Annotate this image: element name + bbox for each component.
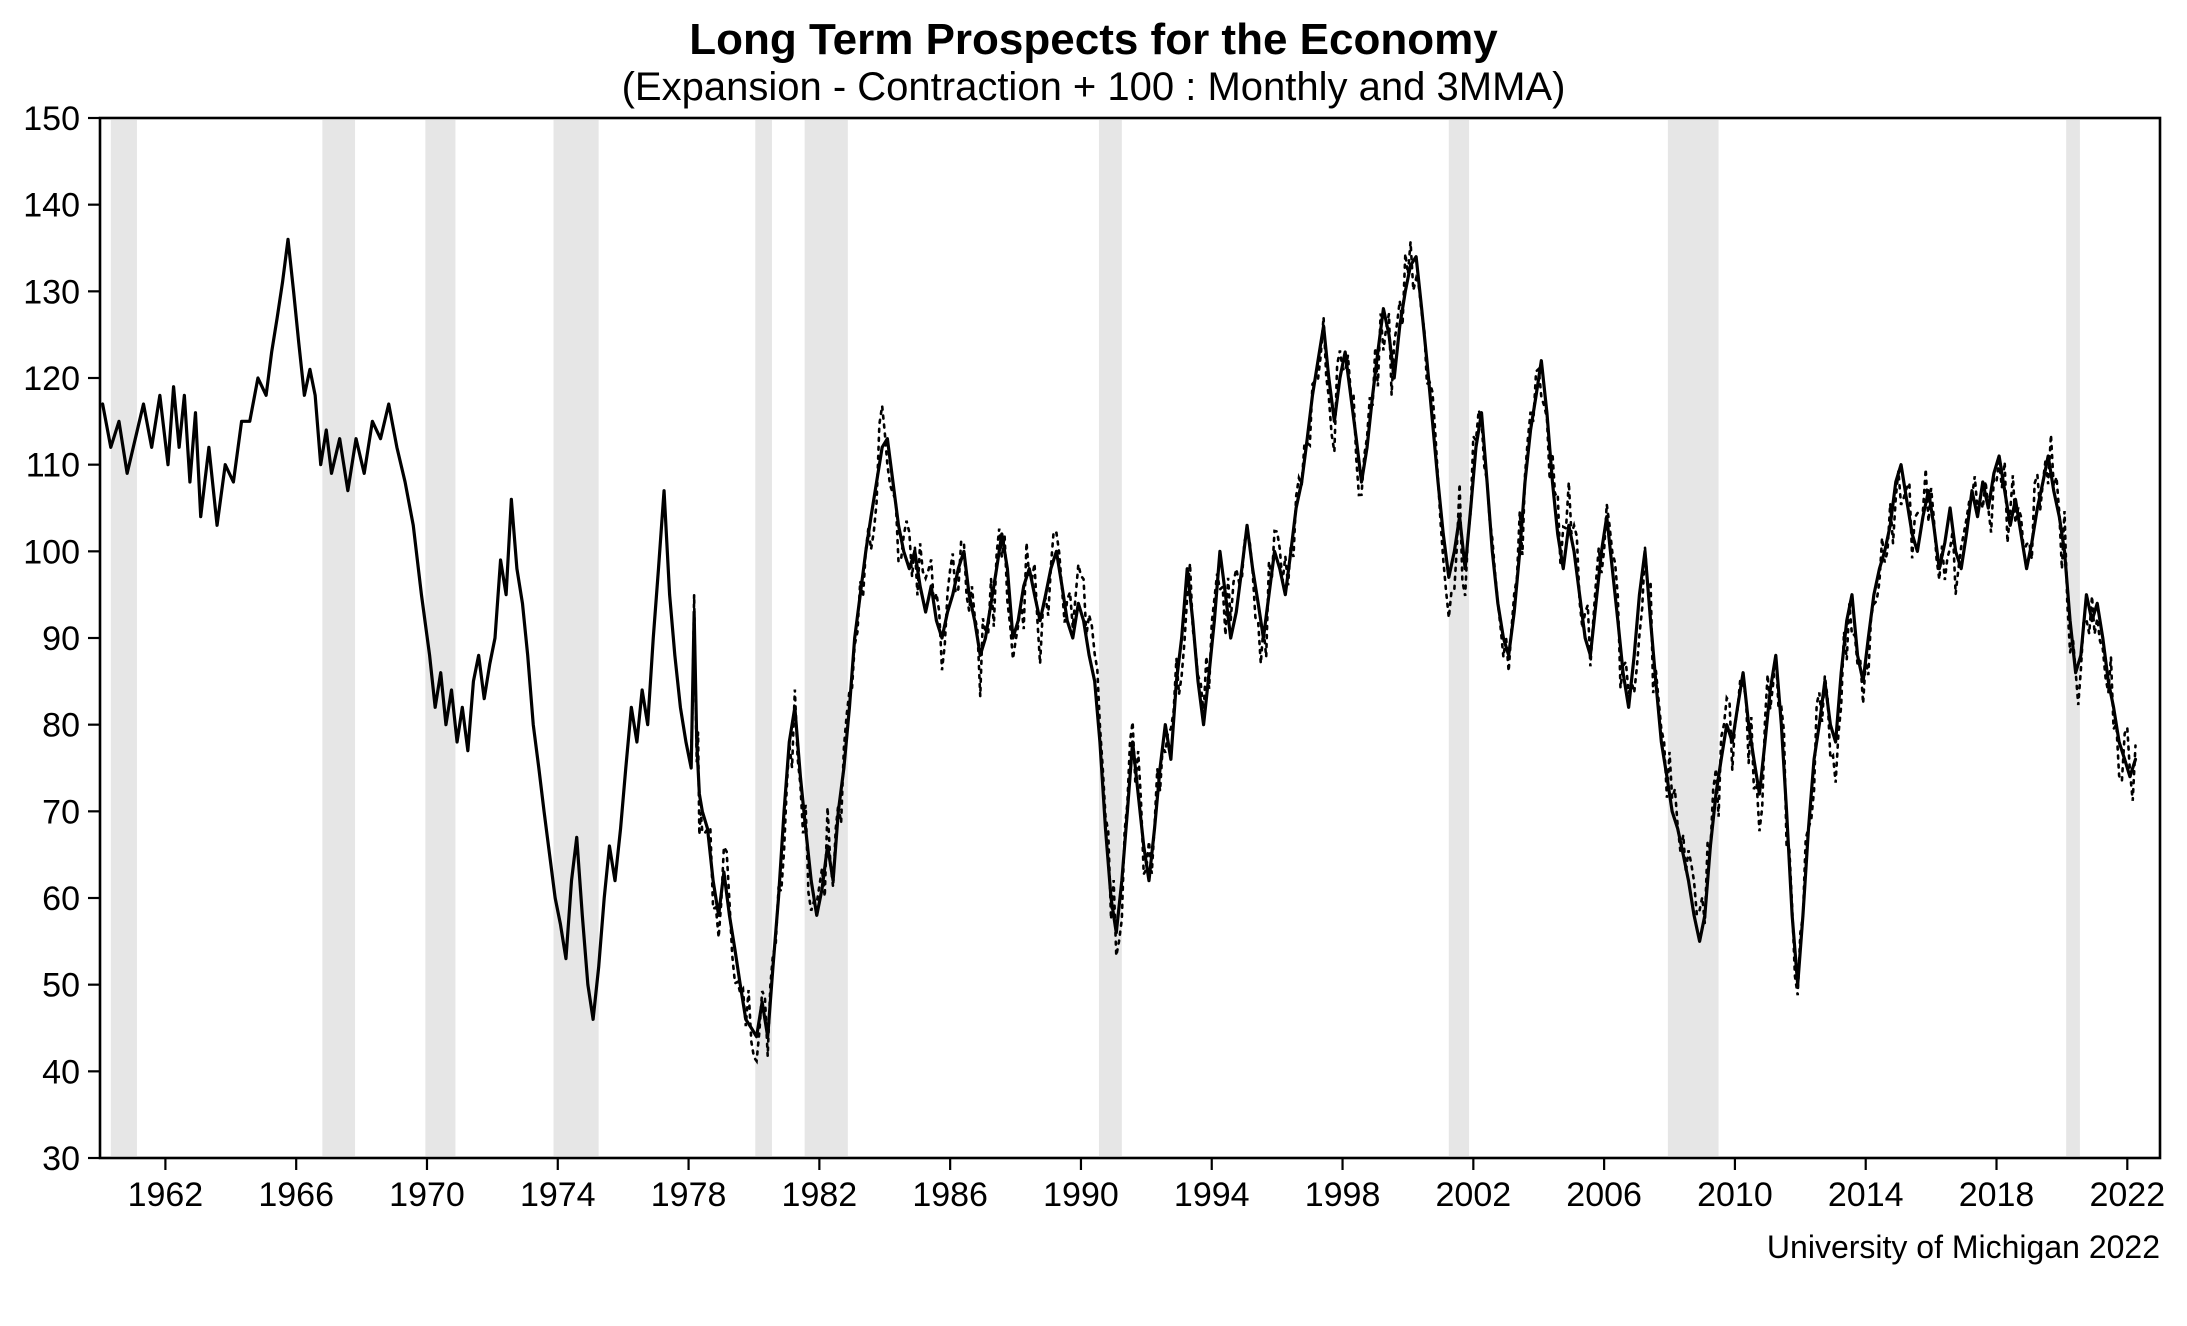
y-tick-label: 60 xyxy=(42,880,80,918)
y-tick-label: 30 xyxy=(42,1140,80,1178)
recession-band xyxy=(322,120,355,1156)
recession-band xyxy=(1668,120,1719,1156)
recession-band xyxy=(1099,120,1122,1156)
chart-svg: Long Term Prospects for the Economy(Expa… xyxy=(0,0,2187,1326)
recession-band xyxy=(805,120,848,1156)
chart-footer: University of Michigan 2022 xyxy=(1767,1229,2160,1265)
x-tick-label: 1990 xyxy=(1043,1176,1119,1214)
y-tick-label: 40 xyxy=(42,1053,80,1091)
x-tick-label: 1982 xyxy=(782,1176,858,1214)
x-tick-label: 1970 xyxy=(389,1176,465,1214)
y-tick-label: 70 xyxy=(42,793,80,831)
chart-title: Long Term Prospects for the Economy xyxy=(689,15,1498,64)
y-tick-label: 90 xyxy=(42,620,80,658)
x-tick-label: 1986 xyxy=(912,1176,988,1214)
x-tick-label: 2018 xyxy=(1959,1176,2035,1214)
y-tick-label: 80 xyxy=(42,707,80,745)
recession-band xyxy=(111,120,137,1156)
y-tick-label: 110 xyxy=(26,447,80,485)
x-tick-label: 2010 xyxy=(1697,1176,1773,1214)
x-tick-label: 1966 xyxy=(258,1176,334,1214)
recession-band xyxy=(554,120,599,1156)
y-tick-label: 100 xyxy=(23,533,80,571)
x-tick-label: 1978 xyxy=(651,1176,727,1214)
chart-container: Long Term Prospects for the Economy(Expa… xyxy=(0,0,2187,1326)
chart-subtitle: (Expansion - Contraction + 100 : Monthly… xyxy=(622,65,1566,109)
recession-band xyxy=(425,120,455,1156)
x-tick-label: 2006 xyxy=(1566,1176,1642,1214)
x-tick-label: 2002 xyxy=(1436,1176,1512,1214)
y-tick-label: 150 xyxy=(23,100,80,138)
recession-band xyxy=(1449,120,1469,1156)
x-tick-label: 1998 xyxy=(1305,1176,1381,1214)
x-tick-label: 1962 xyxy=(128,1176,204,1214)
x-tick-label: 2014 xyxy=(1828,1176,1904,1214)
y-tick-label: 50 xyxy=(42,967,80,1005)
x-tick-label: 1974 xyxy=(520,1176,596,1214)
y-tick-label: 120 xyxy=(23,360,80,398)
y-tick-label: 130 xyxy=(23,273,80,311)
x-tick-label: 2022 xyxy=(2089,1176,2165,1214)
x-tick-label: 1994 xyxy=(1174,1176,1250,1214)
y-tick-label: 140 xyxy=(23,187,80,225)
